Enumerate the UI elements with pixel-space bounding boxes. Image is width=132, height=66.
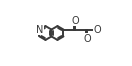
Text: O: O [84,34,91,44]
Text: O: O [72,16,79,26]
Text: N: N [36,25,43,35]
Text: O: O [94,25,102,35]
